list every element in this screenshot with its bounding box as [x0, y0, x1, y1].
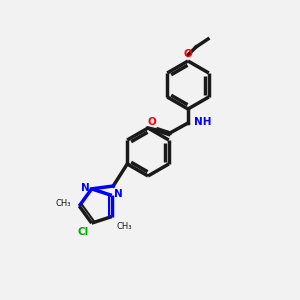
Text: O: O [184, 49, 192, 59]
Text: CH₃: CH₃ [56, 199, 71, 208]
Text: O: O [147, 117, 156, 127]
Text: N: N [81, 183, 90, 193]
Text: Cl: Cl [77, 227, 89, 237]
Text: NH: NH [194, 117, 211, 127]
Text: N: N [114, 189, 122, 200]
Text: CH₃: CH₃ [117, 222, 132, 231]
